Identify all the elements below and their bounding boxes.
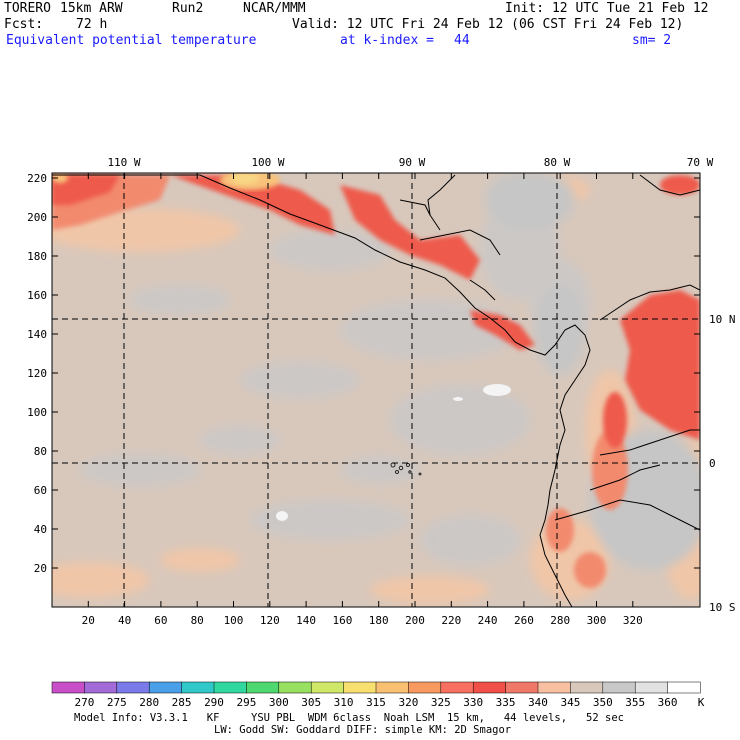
x-tick-label: 20 <box>82 614 95 627</box>
colorbar-swatch <box>570 681 604 694</box>
forecast-label: Fcst: <box>4 17 44 32</box>
longitude-labels: 110 W 100 W 90 W 80 W 70 W <box>107 156 713 169</box>
init-time: Init: 12 UTC Tue 21 Feb 12 <box>505 1 709 16</box>
x-tick-label: 140 <box>296 614 316 627</box>
latitude-label: 0 <box>709 457 716 470</box>
x-tick-label: 60 <box>154 614 167 627</box>
colorbar-swatch <box>537 681 571 694</box>
colorbar-label: 310 <box>334 696 354 709</box>
x-tick-label: 300 <box>587 614 607 627</box>
colorbar-label: 330 <box>463 696 483 709</box>
y-tick-label: 120 <box>27 367 47 380</box>
colorbar-swatch <box>246 681 280 694</box>
model-physics: LW: Godd SW: Goddard DIFF: simple KM: 2D… <box>214 724 512 736</box>
colorbar-swatch <box>602 681 636 694</box>
x-tick-label: 200 <box>405 614 425 627</box>
valid-time: Valid: 12 UTC Fri 24 Feb 12 (06 CST Fri … <box>292 17 684 32</box>
forecast-hours: 72 h <box>76 17 108 32</box>
colorbar-swatch <box>181 681 215 694</box>
y-tick-label: 80 <box>34 445 47 458</box>
colorbar-swatch <box>278 681 312 694</box>
colorbar-label: 280 <box>139 696 159 709</box>
colorbar-label: 290 <box>204 696 224 709</box>
x-tick-label: 120 <box>260 614 280 627</box>
colorbar-label: 270 <box>74 696 94 709</box>
y-tick-label: 140 <box>27 328 47 341</box>
y-tick-label: 60 <box>34 484 47 497</box>
colorbar-swatch <box>51 681 85 694</box>
colorbar-swatch <box>667 681 701 694</box>
x-tick-label: 100 <box>224 614 244 627</box>
latitude-label: 10 N <box>709 313 736 326</box>
latitude-labels: 10 N 0 10 S <box>709 313 736 614</box>
smoothing-label: sm= 2 <box>632 33 672 48</box>
colorbar-swatch <box>116 681 150 694</box>
y-tick-label: 180 <box>27 250 47 263</box>
y-tick-label: 220 <box>27 172 47 185</box>
colorbar-label: 275 <box>107 696 127 709</box>
field-name: Equivalent potential temperature <box>6 33 257 48</box>
colorbar-swatch <box>310 681 345 694</box>
level-value: 44 <box>454 33 470 48</box>
colorbar-swatch <box>148 681 183 694</box>
colorbar-unit: K <box>698 696 705 709</box>
x-tick-label: 180 <box>369 614 389 627</box>
colorbar-swatch <box>84 681 118 694</box>
model-name: TORERO <box>4 1 51 16</box>
colorbar-label: 295 <box>236 696 256 709</box>
colorbar-label: 315 <box>366 696 386 709</box>
colorbar-label: 285 <box>172 696 192 709</box>
colorbar-swatch <box>213 681 247 694</box>
colorbar-label: 335 <box>496 696 516 709</box>
model-resolution: 15km ARW <box>60 1 123 16</box>
colorbar-swatch <box>505 681 539 694</box>
theta-e-field <box>52 173 700 607</box>
colorbar: 270 275 280 285 290 295 300 305 310 315 320 325 330 3… <box>51 681 705 709</box>
x-tick-label: 80 <box>191 614 204 627</box>
run-label: Run2 <box>172 1 204 16</box>
colorbar-label: 340 <box>528 696 548 709</box>
x-tick-label: 160 <box>332 614 352 627</box>
colorbar-swatch <box>343 681 377 694</box>
x-tick-label: 220 <box>441 614 461 627</box>
longitude-label: 100 W <box>251 156 284 169</box>
x-tick-label: 260 <box>514 614 534 627</box>
longitude-label: 80 W <box>544 156 571 169</box>
x-tick-label: 320 <box>623 614 643 627</box>
colorbar-label: 355 <box>625 696 645 709</box>
longitude-label: 70 W <box>687 156 714 169</box>
colorbar-swatch <box>472 681 507 694</box>
longitude-label: 90 W <box>399 156 426 169</box>
colorbar-swatch <box>375 681 409 694</box>
y-tick-label: 200 <box>27 211 47 224</box>
y-tick-label: 40 <box>34 523 47 536</box>
graticule <box>52 173 700 607</box>
x-tick-label: 40 <box>118 614 131 627</box>
y-axis: 220 200 180 160 140 120 100 80 60 40 20 <box>27 172 700 575</box>
colorbar-swatch <box>634 681 669 694</box>
colorbar-label: 300 <box>269 696 289 709</box>
y-tick-label: 160 <box>27 289 47 302</box>
model-info: Model Info: V3.3.1 KF YSU PBL WDM 6class… <box>74 712 624 724</box>
x-tick-label: 280 <box>550 614 570 627</box>
colorbar-swatch <box>440 681 474 694</box>
level-label: at k-index = <box>340 33 434 48</box>
colorbar-label: 360 <box>658 696 678 709</box>
colorbar-swatch <box>408 681 442 694</box>
coastlines <box>52 174 700 607</box>
colorbar-label: 325 <box>431 696 451 709</box>
colorbar-label: 320 <box>398 696 418 709</box>
y-tick-label: 100 <box>27 406 47 419</box>
colorbar-label: 345 <box>560 696 580 709</box>
x-axis: 20 40 60 80 100 120 140 160 180 200 220 240 260 280 30… <box>82 173 643 627</box>
colorbar-label: 350 <box>593 696 613 709</box>
x-tick-label: 240 <box>478 614 498 627</box>
colorbar-label: 305 <box>301 696 321 709</box>
y-tick-label: 20 <box>34 562 47 575</box>
latitude-label: 10 S <box>709 601 736 614</box>
organization: NCAR/MMM <box>243 1 306 16</box>
longitude-label: 110 W <box>107 156 140 169</box>
